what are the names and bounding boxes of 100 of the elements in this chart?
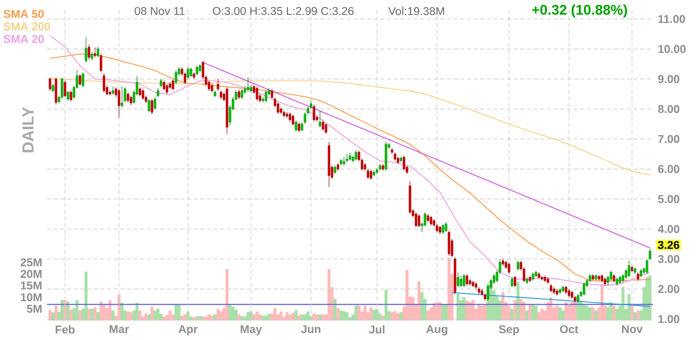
candlestick [88,44,90,60]
bar [540,308,544,320]
x-tick-label: Feb [56,325,75,334]
candlestick [78,74,82,86]
bar [370,307,373,320]
y-tick-label: 4.00 [658,225,680,234]
bar [612,306,616,320]
candlestick [466,274,468,286]
bar [346,312,349,320]
candlestick [112,86,114,95]
x-tick-label: Sep [498,325,519,336]
bar [520,298,523,320]
bar [592,307,595,320]
candlestick [264,90,268,103]
bar [420,292,424,320]
y-tick-label: 3.00 [658,254,680,264]
bar [136,302,139,320]
candlestick [142,88,144,100]
y-tick-label: 5.00 [658,194,680,204]
annotation: Vol:19.38M [388,6,444,16]
candlestick [162,80,166,91]
bar [372,310,376,320]
bar [60,300,64,320]
candlestick [148,98,150,113]
bar [516,282,520,320]
bar [126,311,130,320]
bar [184,314,187,320]
y-tick-label: 9.00 [658,75,680,84]
y-tick-label: 2.00 [658,284,680,294]
bar [510,308,514,320]
bar [400,312,402,320]
candlestick [292,114,294,126]
text: SMA 200 [4,22,50,31]
candlestick [324,122,328,134]
candlestick [126,92,130,103]
bar [130,312,132,320]
candlestick [210,83,214,93]
y2-tick-label: 15M [20,282,42,290]
bar [562,310,565,320]
bar [154,310,156,320]
candlestick [84,36,88,63]
bar [306,311,310,320]
candlestick [108,90,112,96]
bar [514,300,517,320]
bar [498,300,502,320]
bar [138,310,142,320]
candlestick [82,72,84,88]
candlestick [94,47,96,58]
bar [550,297,553,320]
bar [172,314,174,320]
candlestick [298,122,300,133]
candlestick [70,90,72,102]
bar [70,310,72,320]
bar [52,312,55,320]
bar [526,310,529,320]
candlestick [354,150,358,161]
candlestick [48,77,52,92]
bar [636,310,640,320]
bar [232,306,234,320]
bar [522,302,526,320]
candlestick [246,77,250,92]
bar [292,312,295,320]
bar [328,269,331,320]
bar [108,300,112,320]
bar [430,307,433,320]
y2-tick-label: 10M [20,293,42,302]
candlestick [154,96,156,110]
bar [238,314,241,320]
bar [462,297,466,320]
bar [588,307,592,320]
bar [484,304,487,320]
candlestick [156,88,160,98]
candlestick [288,112,292,122]
bar [448,258,451,320]
candlestick [370,169,372,180]
x-tick-label: Nov [622,325,643,334]
candlestick [456,272,460,288]
text: DAILY [22,106,34,152]
bar [84,272,88,320]
bar [354,306,358,320]
candlestick [52,83,54,93]
bar [340,310,343,320]
x-tick-label: May [240,325,262,336]
candlestick [318,110,322,128]
candlestick [442,224,444,234]
candlestick [322,120,324,131]
y-tick-label: 8.00 [658,104,680,114]
candlestick [172,78,174,91]
bar [48,310,52,320]
bar [100,302,103,320]
bar [336,308,340,320]
bar [466,300,469,320]
candlestick [102,72,106,93]
candlestick [100,53,102,73]
candlestick [190,67,192,78]
candlestick [238,89,240,100]
bar [456,294,460,320]
bar [216,308,220,320]
candlestick [64,80,66,98]
x-tick-label: Jul [368,325,384,334]
